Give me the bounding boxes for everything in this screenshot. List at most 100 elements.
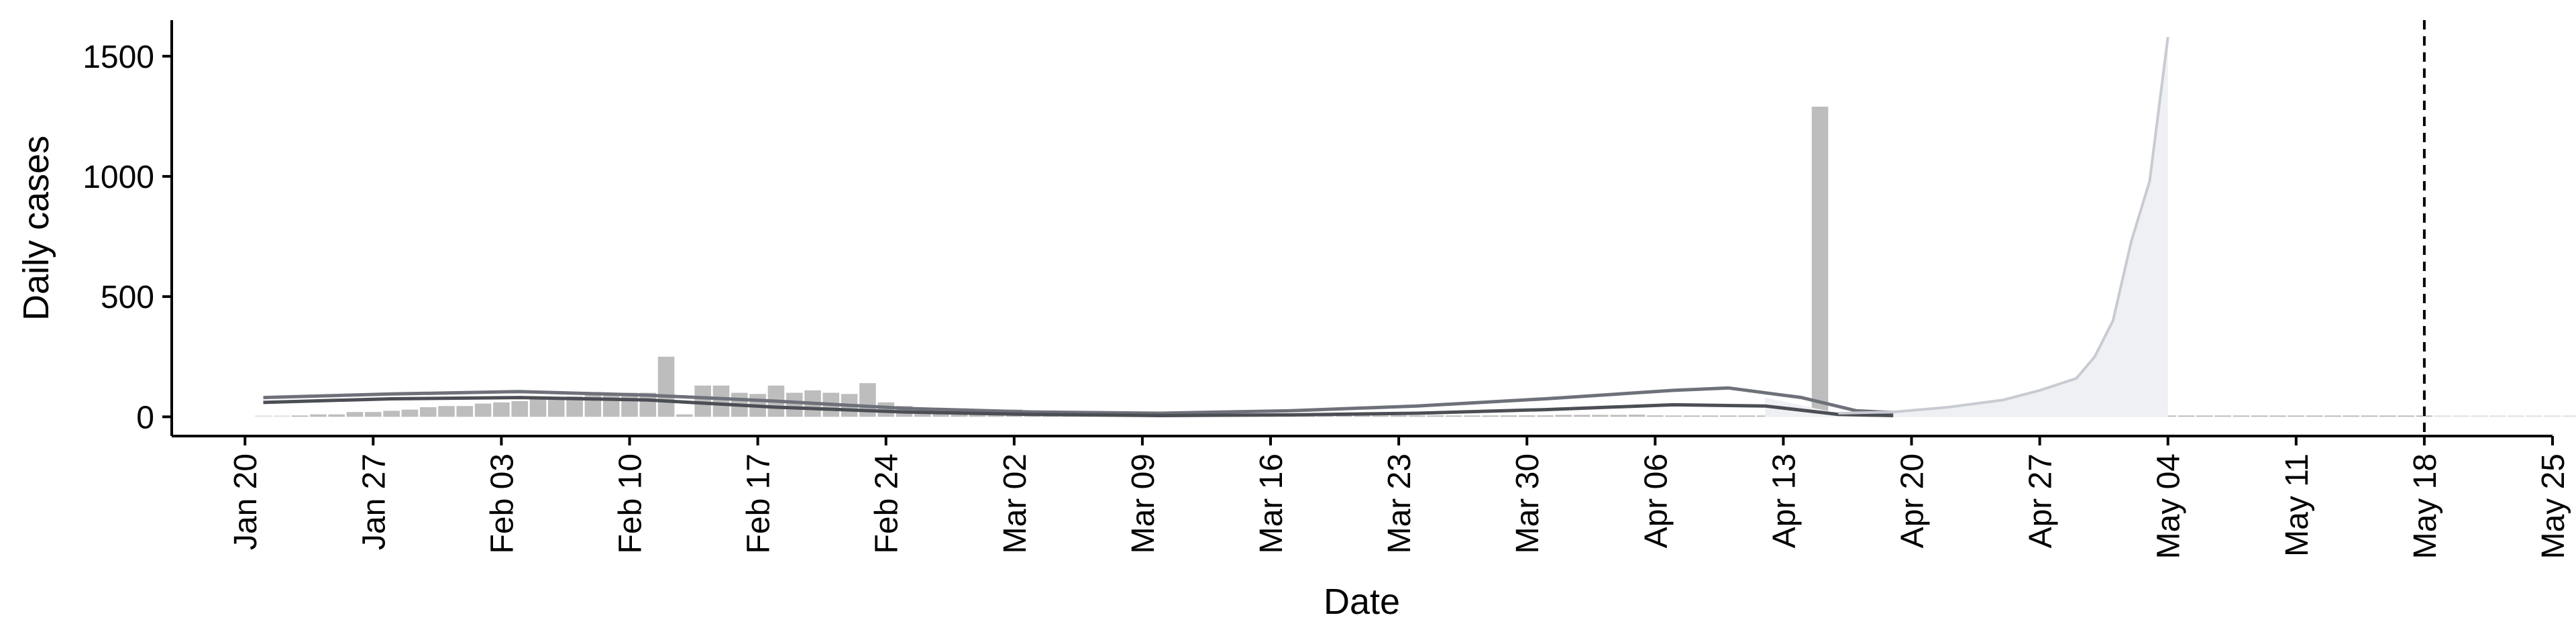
daily-cases-bar: [529, 398, 547, 417]
y-axis-title: Daily cases: [16, 136, 56, 321]
daily-cases-bar: [2471, 415, 2488, 417]
daily-cases-bar: [1628, 415, 1646, 417]
x-tick-label: Mar 30: [1510, 453, 1546, 553]
daily-cases-bar: [548, 397, 565, 417]
daily-cases-bar: [1683, 415, 1701, 417]
daily-cases-bar: [2434, 415, 2451, 417]
daily-cases-bar: [456, 406, 474, 417]
daily-cases-bar: [657, 356, 675, 417]
daily-cases-bar: [1573, 415, 1591, 417]
daily-cases-bar: [2269, 415, 2286, 417]
x-tick-label: May 18: [2408, 453, 2443, 559]
daily-cases-bar: [2196, 415, 2213, 417]
daily-cases-bar: [1720, 415, 1737, 417]
x-axis-title: Date: [1324, 582, 1400, 622]
daily-cases-bar: [328, 414, 345, 417]
daily-cases-bar: [438, 406, 455, 417]
daily-cases-bar: [712, 385, 730, 417]
daily-cases-bar: [1317, 415, 1334, 417]
daily-cases-bar: [1665, 415, 1682, 417]
x-tick-label: May 25: [2536, 453, 2571, 559]
daily-cases-bar: [2563, 415, 2576, 417]
daily-cases-bar: [2544, 415, 2561, 417]
x-tick-label: Apr 06: [1638, 453, 1674, 548]
daily-cases-bar: [2379, 415, 2396, 417]
daily-cases-bar: [602, 394, 620, 417]
x-tick-label: May 11: [2279, 453, 2315, 557]
x-tick-label: Apr 20: [1895, 453, 1931, 548]
daily-cases-bar: [1738, 415, 1756, 417]
daily-cases-bar: [2416, 415, 2433, 417]
y-axis-ticks: 0 500 1000 1500: [83, 40, 172, 435]
daily-cases-bar: [1518, 415, 1536, 417]
daily-cases-bar: [291, 415, 309, 417]
daily-cases-bar: [1537, 415, 1554, 417]
y-tick-label: 1000: [83, 160, 154, 195]
daily-cases-bar: [273, 415, 290, 417]
x-tick-label: Apr 13: [1766, 453, 1802, 548]
daily-cases-bar: [401, 409, 419, 417]
x-tick-label: Mar 16: [1254, 453, 1289, 553]
estimate-line-2: [263, 396, 1894, 418]
daily-cases-bar: [346, 412, 364, 417]
x-tick-label: Feb 24: [869, 453, 905, 553]
daily-cases-bar: [2508, 415, 2524, 417]
x-axis-ticks: Jan 20 Jan 27 Feb 03 Feb 10 Feb 17 Feb 24 Mar …: [228, 436, 2571, 559]
daily-cases-bar: [2526, 415, 2542, 417]
y-tick-label: 500: [101, 280, 154, 315]
bar-layer: [255, 107, 2576, 417]
x-tick-label: Mar 02: [998, 453, 1033, 553]
daily-cases-bar: [1610, 415, 1627, 417]
x-tick-label: Feb 17: [741, 453, 777, 553]
daily-cases-bar: [2398, 415, 2414, 417]
daily-cases-bar: [786, 392, 803, 417]
daily-cases-bar: [474, 403, 492, 417]
daily-cases-bar: [2324, 415, 2341, 417]
daily-cases-bar: [365, 412, 382, 417]
daily-cases-bar: [1335, 415, 1352, 417]
daily-cases-bar: [2251, 415, 2268, 417]
daily-cases-bar: [2288, 415, 2305, 417]
daily-cases-bar: [1390, 415, 1407, 417]
band-layer: [1765, 37, 2168, 417]
daily-cases-bar: [1555, 415, 1572, 417]
daily-cases-bar: [2159, 415, 2176, 417]
x-tick-label: Jan 20: [228, 453, 264, 550]
x-tick-label: Feb 03: [484, 453, 520, 553]
daily-cases-bar: [1500, 415, 1517, 417]
daily-cases-bar: [1409, 415, 1426, 417]
daily-cases-bar: [621, 392, 638, 417]
daily-cases-bar: [1811, 107, 1829, 417]
daily-cases-bar: [1445, 415, 1462, 417]
daily-cases-bar: [1464, 415, 1481, 417]
x-tick-label: Mar 09: [1126, 453, 1161, 553]
forecast-line: [1838, 36, 2169, 415]
forecast-band: [1765, 37, 2168, 417]
daily-cases-bar: [1482, 415, 1499, 417]
x-tick-label: May 04: [2151, 453, 2187, 559]
daily-cases-bar: [1701, 415, 1719, 417]
x-tick-label: Apr 27: [2023, 453, 2059, 548]
daily-cases-bar: [310, 414, 327, 417]
y-tick-label: 0: [136, 400, 154, 435]
x-tick-label: Feb 10: [613, 453, 649, 553]
x-tick-label: Mar 23: [1382, 453, 1417, 553]
daily-cases-bar: [2233, 415, 2250, 417]
daily-cases-bar: [255, 415, 272, 417]
daily-cases-bar: [2489, 415, 2506, 417]
daily-cases-bar: [1647, 415, 1664, 417]
daily-cases-bar: [2178, 415, 2195, 417]
daily-cases-bar: [2306, 415, 2323, 417]
y-tick-label: 1500: [83, 40, 154, 75]
estimate-line-1: [263, 386, 1894, 415]
daily-cases-bar: [493, 402, 510, 417]
x-tick-label: Jan 27: [356, 453, 392, 550]
daily-cases-bar: [419, 407, 437, 417]
line-layer: [263, 36, 2169, 418]
daily-cases-bar: [1592, 415, 1609, 417]
daily-cases-bar: [2361, 415, 2378, 417]
daily-cases-bar: [511, 401, 528, 417]
daily-cases-bar: [2343, 415, 2359, 417]
daily-cases-bar: [2453, 415, 2469, 417]
